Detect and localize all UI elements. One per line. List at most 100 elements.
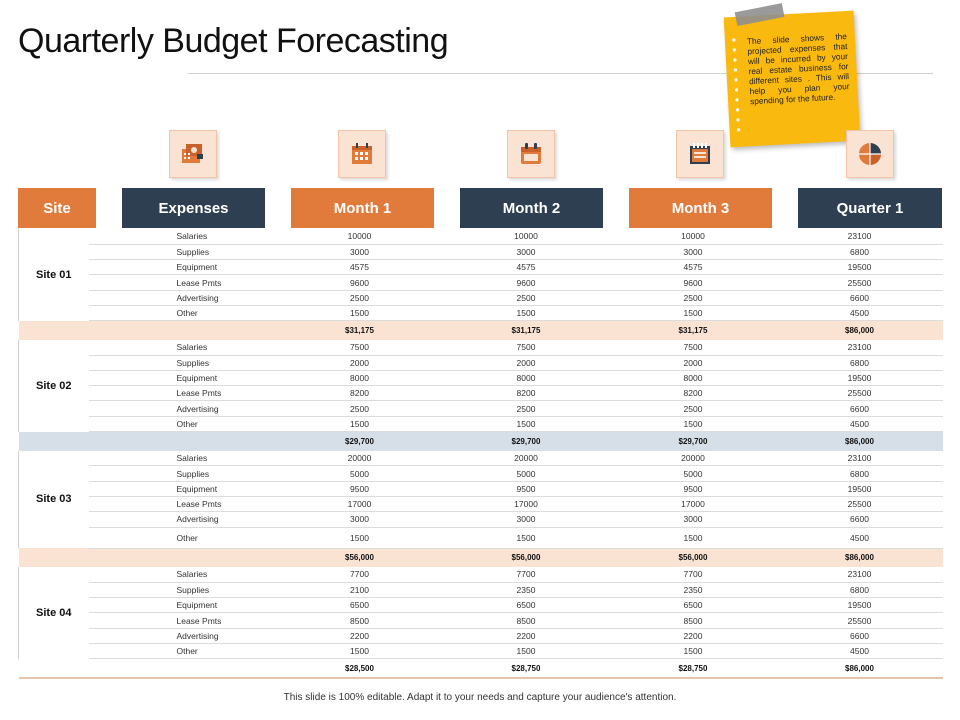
month-2-cell: 9500: [442, 481, 610, 497]
month-2-cell: 2500: [442, 290, 610, 306]
month-1-cell: 4575: [276, 259, 443, 276]
month-3-cell: 17000: [609, 496, 777, 513]
month-3-cell: 9500: [609, 481, 777, 497]
month-3-cell: 6500: [609, 597, 777, 614]
month-2-cell: 2500: [442, 400, 610, 417]
month-2-cell: 20000: [442, 450, 610, 467]
expense-cell: Supplies: [88, 465, 277, 482]
month-3-cell: 1500: [609, 416, 777, 433]
table-row: Lease Pmts 8500 8500 8500 25500: [19, 612, 943, 629]
month-1-cell: 2000: [276, 355, 443, 371]
expense-cell: Salaries: [88, 567, 277, 583]
quarter-cell: 6800: [776, 582, 943, 599]
total-row-spacer: [18, 431, 277, 451]
table-row: Equipment 8000 8000 8000 19500: [19, 370, 943, 387]
title-divider: [188, 73, 933, 74]
expense-cell: Lease Pmts: [88, 385, 277, 402]
expense-cell: Other: [88, 305, 277, 322]
sticky-note: The slide shows the projected expenses t…: [723, 3, 861, 148]
month-2-cell: 10000: [442, 229, 610, 245]
total-m3-cell: $28,750: [609, 658, 777, 679]
month-3-cell: 8200: [609, 385, 777, 402]
expense-cell: Equipment: [88, 370, 277, 387]
month-1-cell: 20000: [276, 450, 443, 467]
month-3-cell: 2500: [609, 290, 777, 306]
table-row: Advertising 2500 2500 2500 6600: [19, 400, 943, 417]
expense-cell: Equipment: [88, 597, 277, 614]
month-2-cell: 3000: [442, 244, 610, 261]
month-3-cell: 3000: [609, 511, 777, 528]
month-1-cell: 9600: [276, 274, 443, 291]
month-3-cell: 8000: [609, 370, 777, 387]
month-1-cell: 5000: [276, 465, 443, 482]
table-row: Equipment 6500 6500 6500 19500: [19, 597, 943, 614]
month-2-cell: 4575: [442, 259, 610, 276]
table-row: Other 1500 1500 1500 4500: [19, 643, 943, 660]
month-2-cell: 2350: [442, 582, 610, 599]
month-3-cell: 20000: [609, 450, 777, 467]
total-m1-cell: $29,700: [276, 431, 443, 451]
month-2-cell: 1500: [442, 305, 610, 322]
month-1-cell: 9500: [276, 481, 443, 497]
month-2-cell: 5000: [442, 465, 610, 482]
month-3-cell: 5000: [609, 465, 777, 482]
table-row: Advertising 3000 3000 3000 6600: [19, 511, 943, 528]
month-1-cell: 1500: [276, 416, 443, 433]
quarter-cell: 23100: [776, 339, 943, 356]
month-2-cell: 7500: [442, 339, 610, 356]
expense-cell: Advertising: [88, 400, 277, 417]
tape-strip: [734, 3, 785, 27]
quarter-cell: 25500: [776, 496, 943, 513]
total-row: $28,500 $28,750 $28,750 $86,000: [18, 658, 943, 679]
table-row: Lease Pmts 8200 8200 8200 25500: [19, 385, 943, 402]
month-1-cell: 1500: [276, 527, 443, 549]
page-title: Quarterly Budget Forecasting: [18, 22, 449, 60]
month-1-cell: 2100: [276, 582, 443, 599]
total-m2-cell: $31,175: [442, 320, 610, 340]
month-1-cell: 1500: [276, 305, 443, 322]
site-label: Site 03: [18, 450, 89, 549]
month-1-cell: 10000: [276, 229, 443, 245]
quarter-cell: 4500: [776, 527, 943, 549]
month-3-cell: 10000: [609, 229, 777, 245]
month-1-cell: 7700: [276, 567, 443, 583]
expense-cell: Advertising: [88, 290, 277, 306]
total-row: $56,000 $56,000 $56,000 $86,000: [18, 548, 943, 568]
month-1-cell: 7500: [276, 339, 443, 356]
table-row: Lease Pmts 17000 17000 17000 25500: [19, 496, 943, 513]
quarter-cell: 4500: [776, 416, 943, 433]
note-text: The slide shows the projected expenses t…: [746, 31, 850, 107]
total-m3-cell: $31,175: [609, 320, 777, 340]
expense-cell: Lease Pmts: [88, 496, 277, 513]
quarter-cell: 25500: [776, 385, 943, 402]
quarter-cell: 19500: [776, 481, 943, 497]
quarter-cell: 6800: [776, 244, 943, 261]
month-1-cell: 17000: [276, 496, 443, 513]
table-row: Other 1500 1500 1500 4500: [19, 527, 943, 549]
expense-cell: Equipment: [88, 259, 277, 276]
month-1-cell: 2500: [276, 400, 443, 417]
quarter-cell: 25500: [776, 612, 943, 629]
note-bullets: [730, 34, 742, 136]
quarter-cell: 19500: [776, 259, 943, 276]
month-1-cell: 8500: [276, 612, 443, 629]
quarter-cell: 6600: [776, 511, 943, 528]
month-3-cell: 3000: [609, 244, 777, 261]
table-row: Lease Pmts 9600 9600 9600 25500: [19, 274, 943, 291]
month-2-cell: 8000: [442, 370, 610, 387]
expense-cell: Supplies: [88, 355, 277, 371]
quarter-cell: 4500: [776, 643, 943, 660]
table-row: Site 01 Salaries 10000 10000 10000 23100: [18, 229, 943, 321]
month-1-cell: 2200: [276, 628, 443, 645]
total-row-spacer: [18, 658, 277, 679]
month-3-cell: 1500: [609, 643, 777, 660]
total-q-cell: $86,000: [776, 320, 943, 340]
month-2-cell: 8500: [442, 612, 610, 629]
expense-cell: Salaries: [88, 229, 277, 245]
month-3-cell: 2500: [609, 400, 777, 417]
expense-cell: Other: [88, 416, 277, 433]
table-row: Site 02 Salaries 7500 7500 7500 23100: [18, 339, 943, 432]
total-row: $29,700 $29,700 $29,700 $86,000: [18, 431, 943, 451]
total-m1-cell: $28,500: [276, 658, 443, 679]
total-m2-cell: $29,700: [442, 431, 610, 451]
